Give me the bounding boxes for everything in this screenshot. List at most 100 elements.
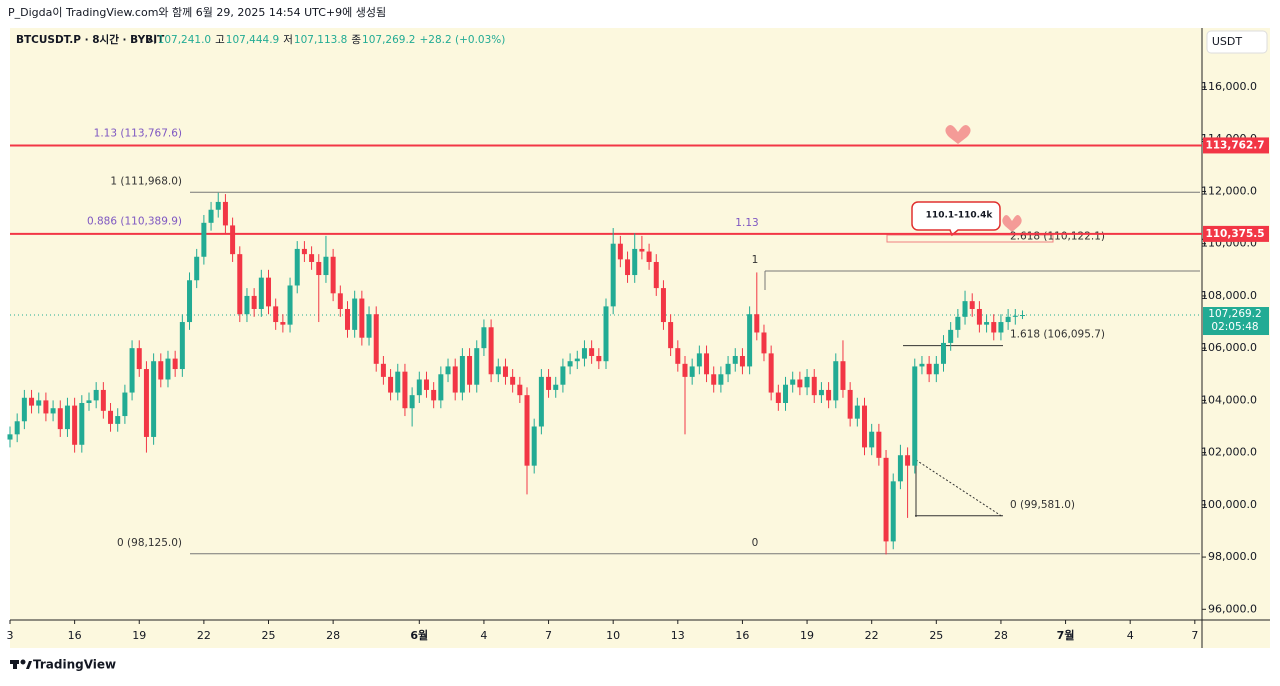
candle-body	[524, 395, 530, 466]
heart-icon	[945, 125, 971, 144]
x-tick-label: 25	[929, 629, 943, 642]
note-box	[911, 201, 1001, 237]
candle-body	[833, 361, 839, 401]
candle-body	[373, 314, 379, 364]
candle-body	[323, 256, 329, 276]
y-tick-label: 108,000.0	[1201, 289, 1257, 302]
x-tick-label: 28	[326, 629, 340, 642]
ohlc-value: 107,269.2	[362, 34, 415, 46]
candle-body	[459, 355, 465, 393]
candle-body	[704, 353, 710, 375]
candle-body	[675, 348, 681, 364]
fib-label: 0.886 (110,389.9)	[87, 216, 182, 228]
candle-body	[201, 222, 207, 257]
change: +28.2 (+0.03%)	[420, 34, 506, 46]
candle-body	[1019, 315, 1025, 317]
candle-body	[143, 369, 149, 437]
candle-body	[574, 358, 580, 362]
candle-body	[309, 254, 315, 262]
y-tick-label: 98,000.0	[1208, 550, 1257, 563]
candle-body	[194, 256, 200, 281]
candle-body	[510, 376, 516, 385]
x-tick-label: 19	[132, 629, 146, 642]
fib-label: 0 (99,581.0)	[1010, 499, 1075, 511]
candle-body	[940, 342, 946, 364]
candle-body	[151, 361, 157, 437]
candle-body	[962, 301, 968, 317]
candle-body	[747, 314, 753, 367]
candle-body	[21, 397, 27, 422]
candle-body	[912, 366, 918, 466]
x-tick-label: 28	[994, 629, 1008, 642]
candle-body	[64, 405, 70, 430]
candle-body	[380, 363, 386, 377]
candle-body	[230, 225, 236, 255]
heart-icon	[1002, 215, 1022, 232]
candle-body	[1012, 315, 1018, 317]
last-price-tag	[1203, 307, 1269, 336]
candle-body	[890, 481, 896, 542]
candle-body	[388, 376, 394, 393]
ohlc-key: 고	[215, 34, 225, 46]
candle-body	[179, 322, 185, 370]
x-tick-label: 13	[671, 629, 685, 642]
x-tick-label: 22	[197, 629, 211, 642]
candle-body	[158, 361, 164, 380]
candle-body	[187, 280, 193, 323]
ohlc-key: 시	[147, 34, 157, 46]
candle-body	[352, 298, 358, 330]
candle-body	[29, 397, 35, 406]
candle-body	[775, 392, 781, 403]
candle-body	[266, 277, 272, 307]
fib-label: 2.618 (110,122.1)	[1010, 231, 1105, 243]
candle-body	[897, 455, 903, 482]
candle-body	[57, 408, 63, 430]
candle-body	[768, 353, 774, 393]
candle-body	[208, 209, 214, 223]
candle-body	[826, 389, 832, 401]
candle-body	[955, 316, 961, 330]
candle-body	[969, 301, 975, 309]
candle-body	[72, 405, 78, 445]
candle-body	[474, 348, 480, 385]
y-tick-label: 116,000.0	[1201, 80, 1257, 93]
candle-body	[495, 366, 501, 375]
candle-body	[359, 298, 365, 338]
candle-body	[696, 353, 702, 367]
candle-body	[129, 348, 135, 393]
fib-label: 1.13 (113,767.6)	[94, 127, 182, 139]
candle-body	[596, 355, 602, 362]
candle-body	[488, 327, 494, 375]
candle-body	[682, 363, 688, 377]
currency-box	[1206, 30, 1268, 54]
candle-body	[883, 457, 889, 542]
candle-body	[689, 366, 695, 377]
candle-body	[948, 329, 954, 343]
symbol: BTCUSDT.P · 8시간 · BYBIT	[16, 33, 165, 46]
x-tick-label: 4	[480, 629, 487, 642]
candle-body	[79, 402, 85, 445]
candle-body	[337, 293, 343, 309]
candle-body	[926, 363, 932, 375]
candle-body	[431, 389, 437, 401]
candle-body	[991, 322, 997, 333]
candle-body	[215, 201, 221, 210]
candle-body	[589, 348, 595, 356]
currency: USDT	[1212, 35, 1243, 48]
candle-body	[632, 248, 638, 276]
y-tick-label: 112,000.0	[1201, 184, 1257, 197]
x-tick-label: 22	[865, 629, 879, 642]
candle-body	[869, 431, 875, 448]
candle-body	[610, 243, 616, 307]
candle-body	[452, 366, 458, 393]
x-tick-label: 16	[735, 629, 749, 642]
fib-text: 1	[752, 254, 759, 266]
candle-body	[165, 358, 171, 380]
candle-body	[761, 332, 767, 354]
candle-body	[862, 405, 868, 448]
candle-body	[86, 400, 92, 403]
candle-body	[100, 389, 106, 411]
candle-body	[538, 376, 544, 427]
